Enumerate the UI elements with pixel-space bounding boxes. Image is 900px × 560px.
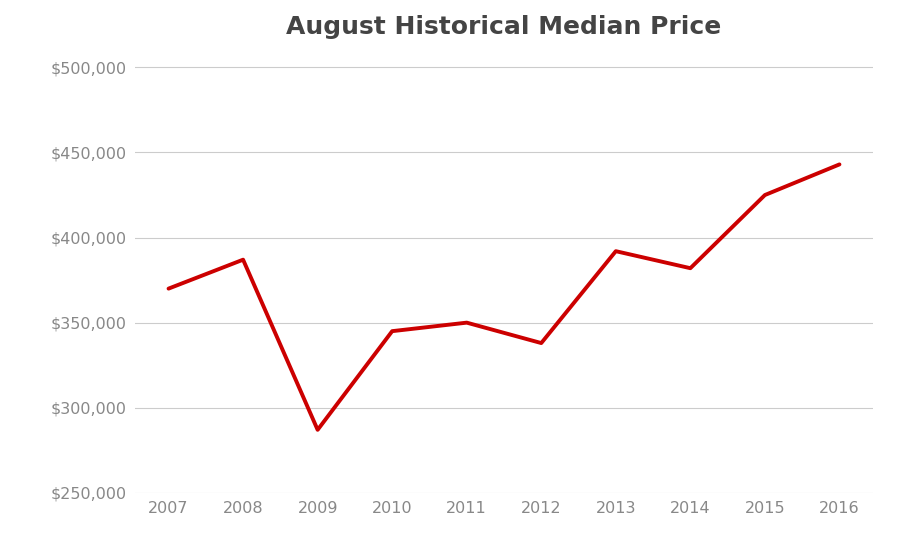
Title: August Historical Median Price: August Historical Median Price xyxy=(286,15,722,39)
